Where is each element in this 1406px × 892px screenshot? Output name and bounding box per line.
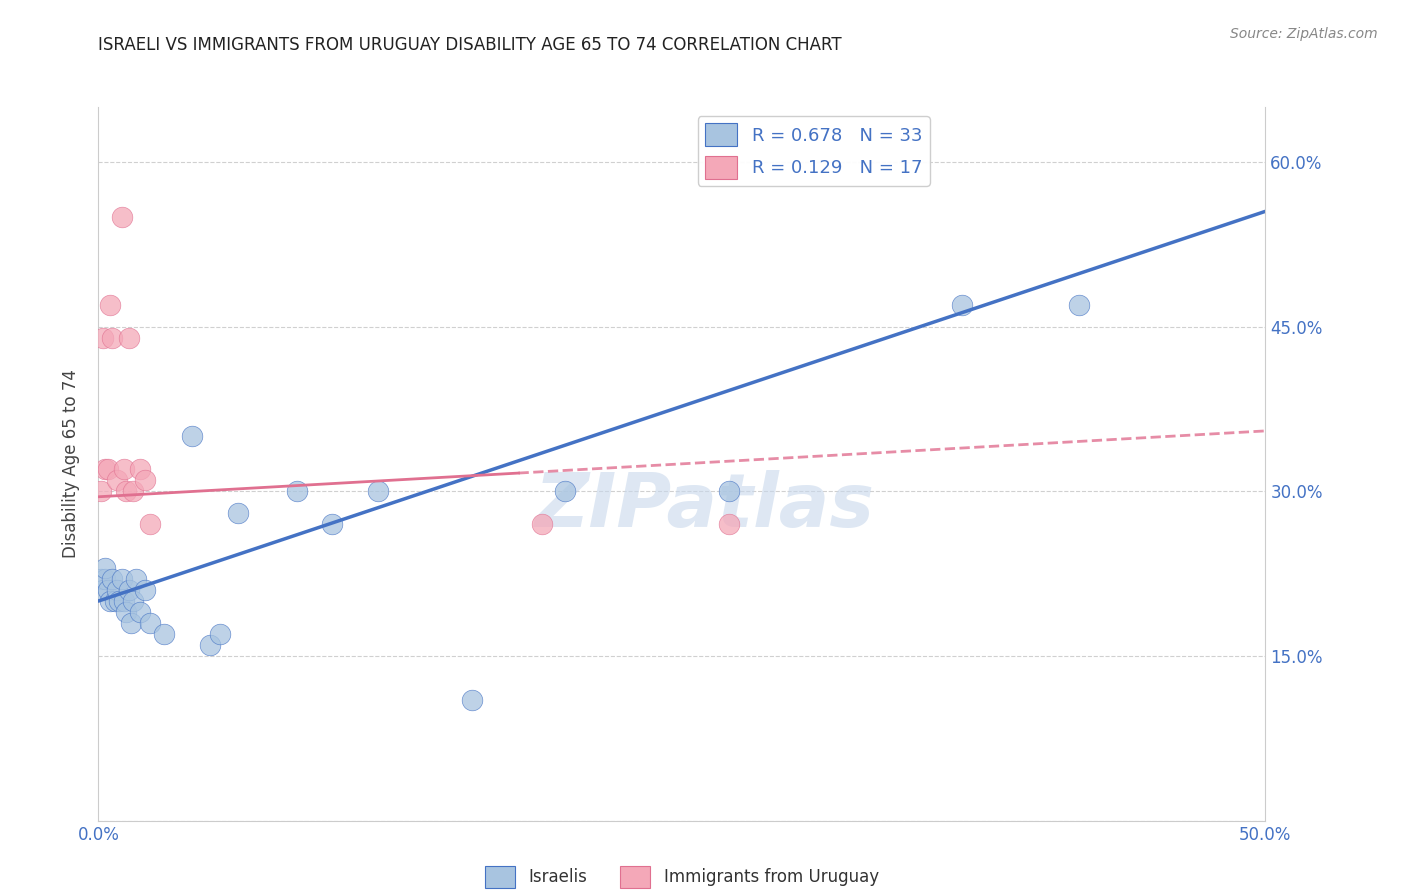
Point <box>129 605 152 619</box>
Point <box>950 298 973 312</box>
Point <box>97 462 120 476</box>
Legend: Israelis, Immigrants from Uruguay: Israelis, Immigrants from Uruguay <box>478 860 886 892</box>
Point <box>90 484 112 499</box>
Point <box>461 693 484 707</box>
Point <box>285 484 308 499</box>
Point <box>367 484 389 499</box>
Point <box>91 583 114 598</box>
Point <box>94 561 117 575</box>
Point <box>200 638 222 652</box>
Point <box>122 484 145 499</box>
Point <box>1067 298 1090 312</box>
Point <box>118 583 141 598</box>
Point <box>105 473 128 487</box>
Point <box>321 517 343 532</box>
Point <box>94 462 117 476</box>
Text: ZIPatlas: ZIPatlas <box>536 470 876 543</box>
Point <box>94 572 117 586</box>
Point <box>125 572 148 586</box>
Point <box>228 506 250 520</box>
Point <box>717 517 740 532</box>
Point <box>122 594 145 608</box>
Point <box>120 615 142 630</box>
Point <box>134 583 156 598</box>
Point <box>111 210 134 224</box>
Point <box>111 572 134 586</box>
Point <box>152 627 174 641</box>
Point <box>98 298 121 312</box>
Point <box>112 462 135 476</box>
Point <box>97 583 120 598</box>
Y-axis label: Disability Age 65 to 74: Disability Age 65 to 74 <box>62 369 80 558</box>
Point <box>115 605 138 619</box>
Point <box>208 627 231 641</box>
Point <box>554 484 576 499</box>
Point <box>104 594 127 608</box>
Point <box>180 429 202 443</box>
Point <box>530 517 553 532</box>
Point <box>139 517 162 532</box>
Point <box>91 330 114 344</box>
Point <box>115 484 138 499</box>
Text: ISRAELI VS IMMIGRANTS FROM URUGUAY DISABILITY AGE 65 TO 74 CORRELATION CHART: ISRAELI VS IMMIGRANTS FROM URUGUAY DISAB… <box>98 36 842 54</box>
Point <box>105 583 128 598</box>
Point <box>101 330 124 344</box>
Point <box>139 615 162 630</box>
Point <box>108 594 131 608</box>
Point <box>98 594 121 608</box>
Point <box>118 330 141 344</box>
Point <box>112 594 135 608</box>
Point <box>134 473 156 487</box>
Point <box>717 484 740 499</box>
Point <box>90 572 112 586</box>
Text: Source: ZipAtlas.com: Source: ZipAtlas.com <box>1230 27 1378 41</box>
Point <box>129 462 152 476</box>
Point <box>101 572 124 586</box>
